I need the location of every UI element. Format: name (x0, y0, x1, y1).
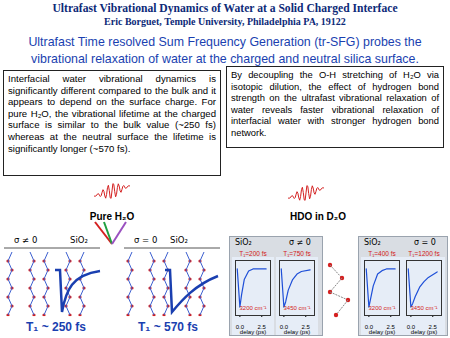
html-text:T₁=200 fs: T₁=200 fs (239, 250, 267, 257)
svg-text:0.0: 0.0 (279, 323, 288, 330)
html-text:Ultrafast Time resolved Sum Fr: Ultrafast Time resolved Sum Frequency Ge… (28, 35, 422, 66)
svg-text:σ ≠ 0: σ ≠ 0 (14, 235, 37, 245)
html-text:σ = 0: σ = 0 (414, 238, 436, 247)
html-text:SiO₂: SiO₂ (235, 238, 252, 247)
html-text:σ ≠ 0: σ ≠ 0 (289, 238, 311, 247)
svg-text:HDO in D₂O: HDO in D₂O (290, 211, 346, 222)
svg-text:0.0: 0.0 (406, 323, 415, 330)
svg-text:delay (ps): delay (ps) (284, 329, 310, 335)
svg-text:σ = 0: σ = 0 (134, 235, 157, 245)
svg-text:SiO₂: SiO₂ (170, 235, 188, 245)
svg-text:3450 cm⁻¹: 3450 cm⁻¹ (410, 305, 437, 311)
svg-text:2.5: 2.5 (257, 323, 266, 330)
svg-text:delay (ps): delay (ps) (369, 329, 395, 335)
html-text:Interfacial water vibrational: Interfacial water vibrational dynamics i… (8, 73, 216, 154)
svg-text:3450 cm⁻¹: 3450 cm⁻¹ (283, 305, 310, 311)
svg-text:0.0: 0.0 (364, 323, 373, 330)
svg-text:3200 cm⁻¹: 3200 cm⁻¹ (239, 305, 266, 311)
html-text:Eric Borguet, Temple Universit: Eric Borguet, Temple University, Philade… (104, 16, 346, 27)
html-text:T₁=1200 fs: T₁=1200 fs (408, 250, 440, 257)
html-text:T₁=750 fs: T₁=750 fs (283, 250, 311, 257)
html-text:T₁=400 fs: T₁=400 fs (368, 250, 396, 257)
svg-text:2.5: 2.5 (301, 323, 310, 330)
svg-text:T₁ ~ 250 fs: T₁ ~ 250 fs (26, 320, 86, 334)
svg-text:0.0: 0.0 (235, 323, 244, 330)
svg-text:Pure H₂O: Pure H₂O (90, 211, 135, 222)
svg-text:delay (ps): delay (ps) (411, 329, 437, 335)
svg-text:T₁ ~ 570 fs: T₁ ~ 570 fs (138, 320, 198, 334)
html-text:SiO₂: SiO₂ (364, 238, 381, 247)
svg-text:2.5: 2.5 (428, 323, 437, 330)
svg-text:SiO₂: SiO₂ (70, 235, 88, 245)
svg-text:delay (ps): delay (ps) (240, 329, 266, 335)
svg-text:2.5: 2.5 (386, 323, 395, 330)
svg-text:3200 cm⁻¹: 3200 cm⁻¹ (368, 305, 395, 311)
html-text:Ultrafast Vibrational Dynamics: Ultrafast Vibrational Dynamics of Water … (52, 2, 398, 15)
html-text:By decoupling the O-H stretchi: By decoupling the O-H stretching of H₂O … (231, 69, 439, 138)
